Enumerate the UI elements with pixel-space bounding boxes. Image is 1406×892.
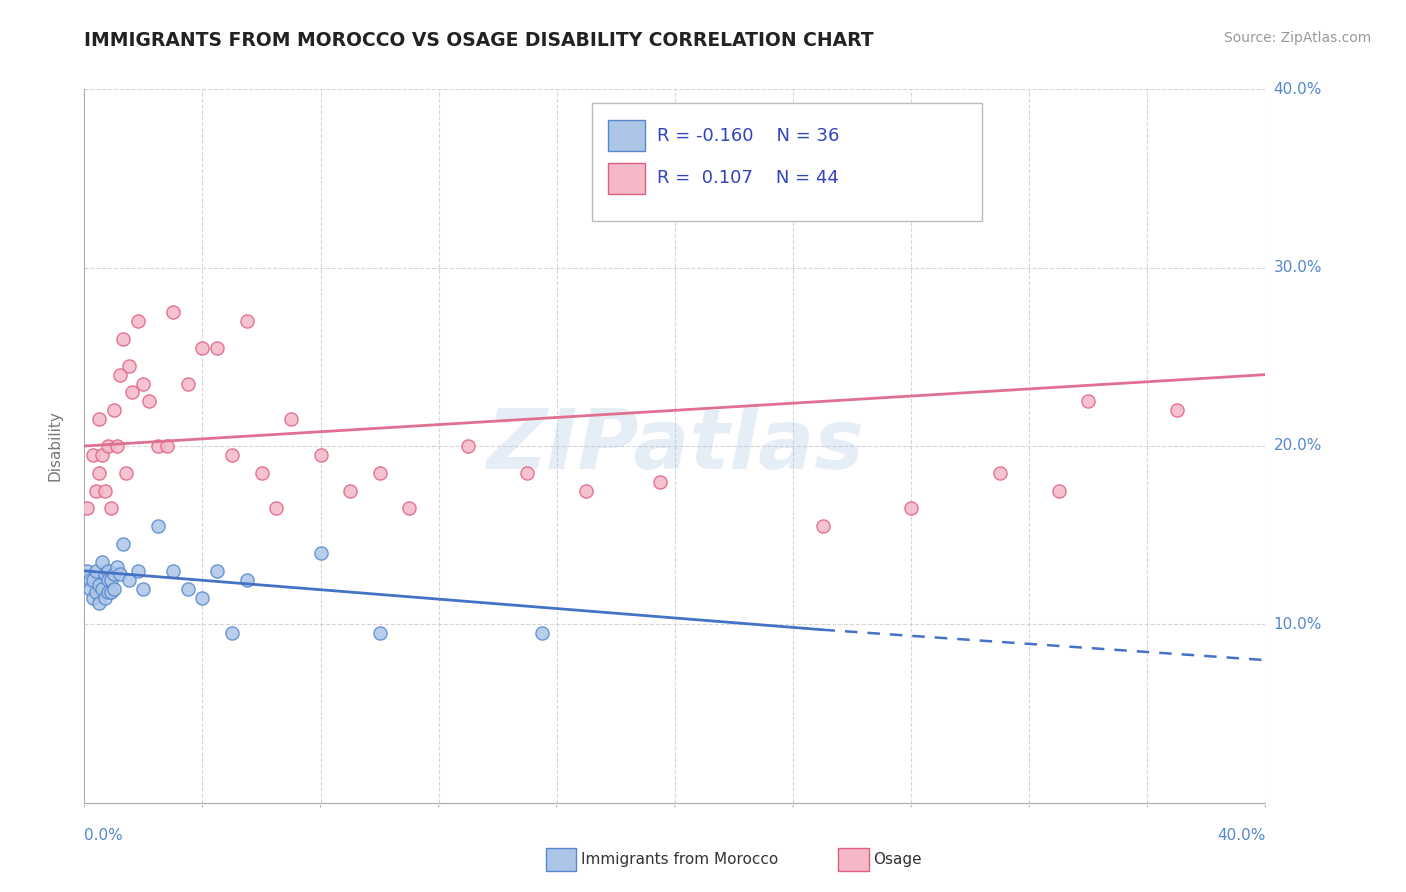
Point [398,501,420,516]
Point [309,546,332,560]
Text: 0.0%: 0.0% [84,828,124,843]
Point [368,626,391,640]
Point [309,448,332,462]
Point [988,466,1011,480]
Point [91,555,114,569]
Point [84,483,107,498]
Text: Immigrants from Morocco: Immigrants from Morocco [581,853,778,867]
FancyBboxPatch shape [607,162,645,194]
Point [105,560,128,574]
Point [118,359,141,373]
Point [82,591,104,605]
Point [87,596,111,610]
Point [138,394,160,409]
Text: 10.0%: 10.0% [1274,617,1322,632]
Point [221,448,243,462]
Point [111,537,134,551]
Point [339,483,361,498]
Point [100,501,122,516]
Point [132,582,155,596]
Text: R =  0.107    N = 44: R = 0.107 N = 44 [657,169,839,187]
Point [148,519,170,533]
Point [118,573,141,587]
Point [516,466,538,480]
Point [1047,483,1070,498]
Point [84,564,107,578]
Point [280,412,302,426]
Point [235,314,259,328]
Point [1077,394,1099,409]
Text: ZIPatlas: ZIPatlas [486,406,863,486]
Point [97,585,120,599]
Point [127,314,149,328]
Point [221,626,243,640]
Point [108,567,131,582]
Point [82,448,104,462]
Point [97,573,120,587]
Point [264,501,288,516]
Point [162,305,184,319]
Point [368,466,391,480]
Point [191,341,214,355]
Point [250,466,273,480]
Text: 40.0%: 40.0% [1218,828,1265,843]
Point [76,501,98,516]
Point [156,439,179,453]
Point [457,439,479,453]
Point [811,519,834,533]
FancyBboxPatch shape [592,103,981,221]
Point [87,466,111,480]
Text: Osage: Osage [873,853,922,867]
Text: IMMIGRANTS FROM MOROCCO VS OSAGE DISABILITY CORRELATION CHART: IMMIGRANTS FROM MOROCCO VS OSAGE DISABIL… [84,31,875,50]
Point [114,466,136,480]
Point [82,573,104,587]
Point [97,439,120,453]
Point [177,582,200,596]
Point [177,376,200,391]
Point [121,385,143,400]
Point [530,626,553,640]
Point [79,582,101,596]
Point [105,439,128,453]
Point [103,567,125,582]
Point [100,573,122,587]
Point [162,564,184,578]
Point [79,573,101,587]
Point [575,483,598,498]
FancyBboxPatch shape [607,120,645,152]
Text: Source: ZipAtlas.com: Source: ZipAtlas.com [1223,31,1371,45]
Point [76,564,98,578]
Point [191,591,214,605]
Point [205,341,228,355]
Point [94,591,117,605]
Point [91,582,114,596]
Point [1166,403,1188,417]
Text: Disability: Disability [48,410,62,482]
Text: 30.0%: 30.0% [1274,260,1322,275]
Point [111,332,134,346]
Point [100,585,122,599]
Point [900,501,922,516]
Point [132,376,155,391]
Point [648,475,672,489]
Point [87,412,111,426]
Text: R = -0.160    N = 36: R = -0.160 N = 36 [657,127,839,145]
Point [103,582,125,596]
Text: 40.0%: 40.0% [1274,82,1322,96]
Point [91,448,114,462]
Point [94,483,117,498]
Text: 20.0%: 20.0% [1274,439,1322,453]
Point [148,439,170,453]
Point [235,573,259,587]
Point [94,567,117,582]
Point [108,368,131,382]
Point [84,585,107,599]
Point [87,578,111,592]
Point [127,564,149,578]
Point [103,403,125,417]
Point [205,564,228,578]
Point [97,564,120,578]
